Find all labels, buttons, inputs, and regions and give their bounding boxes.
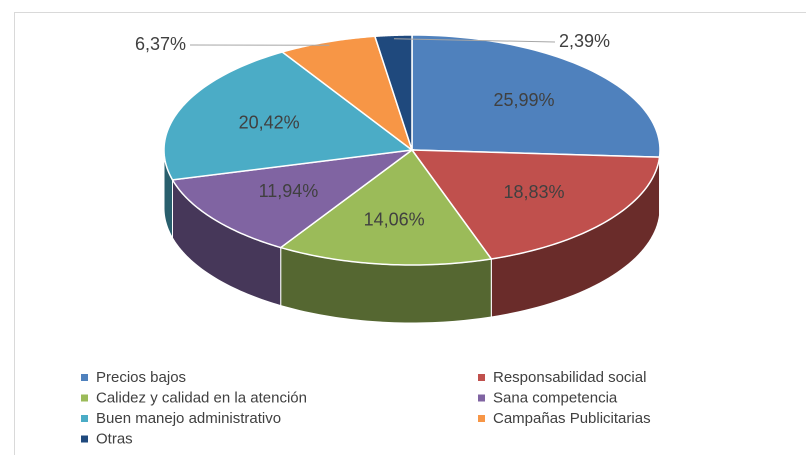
legend-label: Campañas Publicitarias <box>493 410 651 427</box>
legend-swatch <box>81 374 88 381</box>
legend-swatch <box>478 415 485 422</box>
data-label: 20,42% <box>239 112 300 132</box>
legend-label: Buen manejo administrativo <box>96 410 281 427</box>
pie-slice <box>279 148 493 266</box>
legend-label: Responsabilidad social <box>493 369 646 386</box>
legend-swatch <box>81 394 88 402</box>
pie-slice <box>373 34 413 151</box>
legend-swatch <box>81 435 88 443</box>
data-label: 18,83% <box>504 182 565 202</box>
legend-swatch <box>478 394 485 402</box>
data-label: 11,94% <box>259 181 319 201</box>
legend-label: Sana competencia <box>493 389 618 406</box>
pie-slice <box>163 51 414 181</box>
pie-slice <box>410 149 661 260</box>
pie-slice <box>171 148 415 249</box>
data-label: 25,99% <box>494 90 555 110</box>
data-label: 2,39% <box>559 31 610 51</box>
legend-label: Precios bajos <box>96 369 186 386</box>
data-label: 6,37% <box>135 34 186 54</box>
legend-label: Calidez y calidad en la atención <box>96 389 307 406</box>
legend-label: Otras <box>96 430 133 447</box>
legend-swatch <box>478 374 485 381</box>
leader-line <box>393 38 556 43</box>
legend-swatch <box>81 415 88 422</box>
data-label: 14,06% <box>364 210 425 230</box>
pie-slice <box>411 34 661 158</box>
pie-slice <box>280 35 414 153</box>
